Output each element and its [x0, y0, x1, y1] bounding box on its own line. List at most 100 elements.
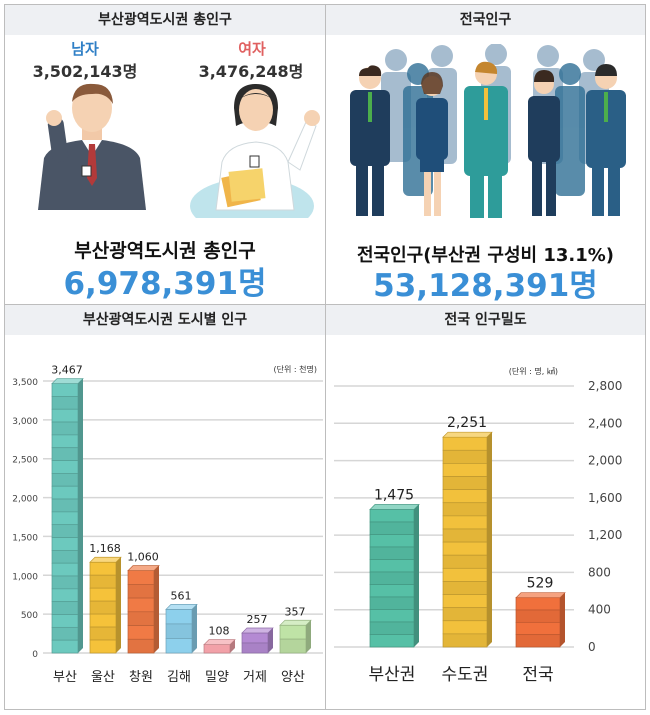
bar-slab [442, 594, 488, 609]
bar-slab [127, 638, 155, 654]
bar-slab [51, 396, 79, 410]
x-category-label: 양산 [281, 670, 305, 685]
bar-slab [369, 596, 415, 610]
population-total-value: 6,978,391명 [63, 266, 267, 302]
bar-slab [89, 587, 117, 602]
bar-slab [442, 502, 488, 517]
bar-slab [442, 436, 488, 451]
bar-slab [369, 609, 415, 623]
bar-slab [89, 574, 117, 589]
bar-side [487, 432, 492, 647]
population-illustration [38, 83, 320, 218]
bar-slab [279, 638, 307, 654]
x-category-label: 거제 [243, 670, 267, 685]
bar-slab [241, 642, 269, 654]
bar-side [268, 628, 273, 653]
y-tick-label: 2,800 [588, 379, 622, 393]
city-population-chart: (단위 : 천명) 0 500 1,000 1,500 2,000 2,500 3,000 3,… [12, 364, 323, 685]
bar-slab [369, 546, 415, 560]
bar-slab [369, 534, 415, 548]
bar-value-label: 1,060 [127, 551, 159, 564]
national-total-title: 전국인구(부산권 구성비 13.1%) [356, 245, 615, 266]
crowd-illustration [350, 44, 626, 218]
male-figure-icon [38, 83, 146, 210]
density-chart-header: 전국 인구밀도 [326, 305, 645, 335]
bar-거제 [241, 627, 274, 654]
bar-slab [442, 489, 488, 504]
bar-slab [442, 541, 488, 556]
bar-slab [51, 485, 79, 500]
bar-slab [515, 597, 561, 611]
bar-slab [89, 626, 117, 641]
y-tick-label: 1,200 [588, 528, 622, 542]
bar-slab [203, 644, 231, 654]
bar-밀양 [203, 639, 236, 654]
bar-value-label: 257 [247, 613, 268, 626]
x-category-label: 수도권 [442, 665, 489, 685]
bar-slab [165, 623, 193, 639]
bar-slab [165, 638, 193, 654]
x-category-label: 부산 [53, 670, 77, 685]
bar-slab [51, 460, 79, 474]
bar-slab [51, 626, 79, 641]
bar-slab [442, 515, 488, 530]
bar-value-label: 561 [171, 589, 192, 602]
bar-value-label: 529 [527, 576, 554, 592]
bar-slab [89, 639, 117, 654]
y-tick-label: 0 [588, 640, 596, 654]
bar-slab [369, 634, 415, 648]
y-tick-label: 1,000 [12, 572, 38, 582]
female-figure-icon [190, 84, 320, 218]
bar-slab [127, 611, 155, 626]
y-tick-label: 2,400 [588, 416, 622, 430]
male-label: 남자 [71, 40, 99, 58]
bar-top [515, 592, 566, 599]
bar-창원 [127, 565, 160, 654]
bar-slab [369, 509, 415, 523]
bar-slab [51, 588, 79, 603]
bar-slab [51, 550, 79, 564]
bar-slab [442, 528, 488, 543]
female-label: 여자 [238, 40, 266, 58]
bar-slab [51, 434, 79, 449]
bar-slab [127, 597, 155, 613]
bar-slab [51, 421, 79, 436]
bar-top [127, 565, 160, 571]
national-total-value: 53,128,391명 [373, 268, 598, 304]
bar-slab [51, 511, 79, 526]
bar-slab [89, 561, 117, 576]
bar-top [203, 639, 236, 645]
bar-slab [51, 383, 79, 397]
population-density-chart: (단위 : 명, ㎢) 0 400 800 1,200 1,600 2,000 2,400 2,… [334, 366, 622, 685]
y-tick-label: 500 [21, 611, 38, 621]
bar-slab [442, 554, 488, 569]
bar-slab [369, 571, 415, 585]
bar-slab [51, 614, 79, 628]
bar-slab [442, 463, 488, 477]
y-tick-label: 3,000 [12, 417, 38, 427]
bar-전국 [515, 592, 566, 648]
y-tick-label: 400 [588, 603, 611, 617]
population-header: 부산광역도시권 총인구 [5, 5, 325, 35]
x-category-label: 밀양 [205, 670, 229, 685]
bar-slab [51, 639, 79, 654]
bar-side [116, 557, 121, 653]
bar-양산 [279, 619, 312, 654]
y-tick-label: 1,600 [588, 491, 622, 505]
bar-side [154, 565, 159, 653]
bar-수도권 [442, 431, 493, 648]
bar-slab [89, 600, 117, 615]
bar-김해 [165, 604, 198, 654]
unit-label: (단위 : 명, ㎢) [509, 366, 558, 376]
city-chart-header: 부산광역도시권 도시별 인구 [5, 305, 325, 335]
x-category-label: 울산 [91, 670, 115, 685]
bar-slab [442, 567, 488, 582]
crowd-icon [350, 44, 626, 218]
bar-slab [165, 609, 193, 625]
x-category-label: 부산권 [369, 665, 416, 685]
bar-side [306, 620, 311, 653]
bar-side [192, 604, 197, 653]
bar-slab [51, 524, 79, 538]
bar-value-label: 2,251 [447, 415, 487, 431]
bar-slab [442, 476, 488, 490]
